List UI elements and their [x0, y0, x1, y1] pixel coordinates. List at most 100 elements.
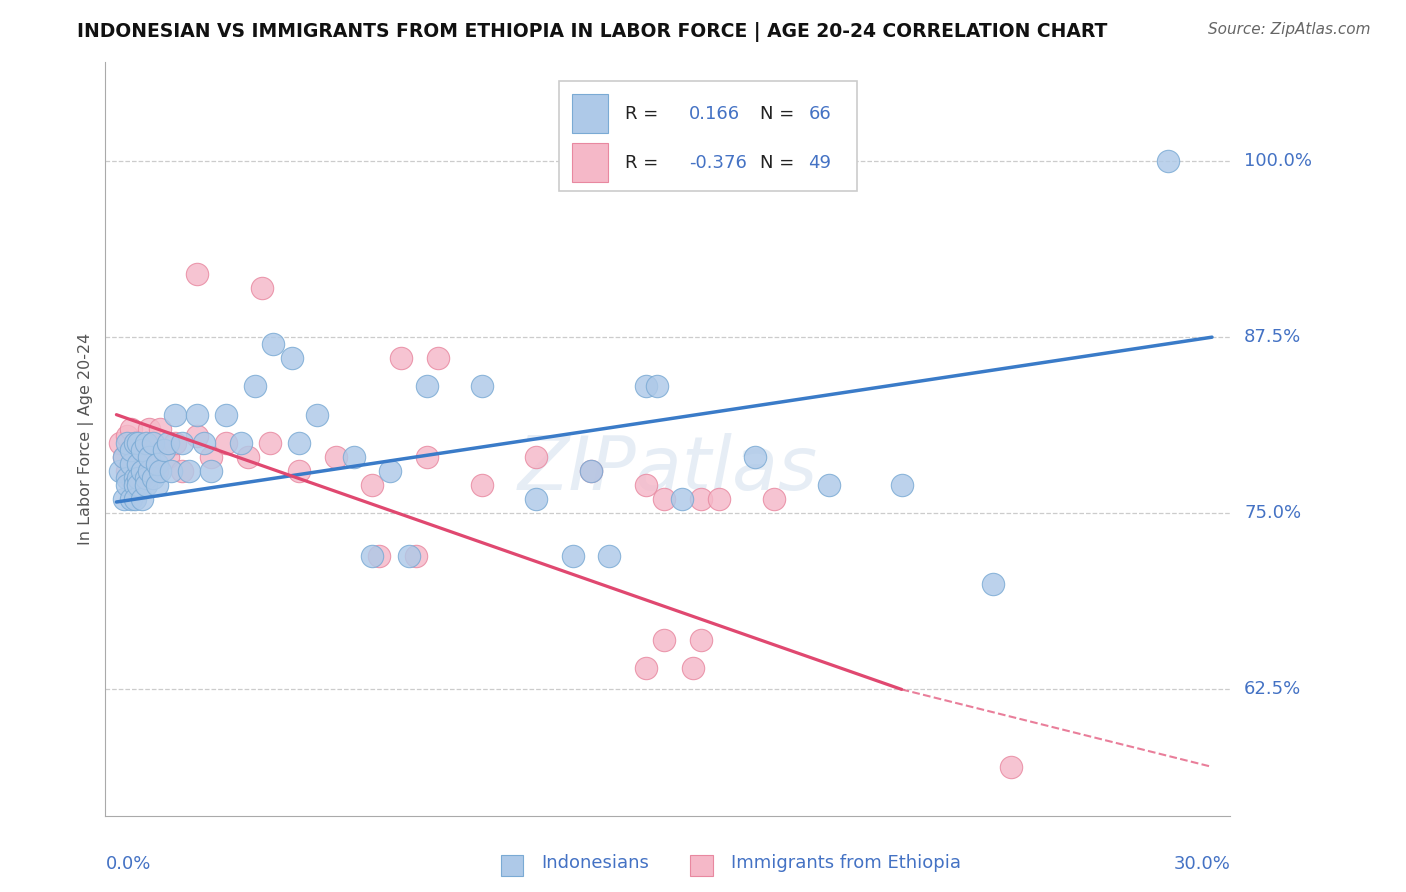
Point	[127, 471, 149, 485]
Point	[186, 408, 208, 422]
Point	[193, 435, 215, 450]
Point	[215, 435, 238, 450]
FancyBboxPatch shape	[690, 855, 713, 876]
Point	[120, 471, 142, 485]
Point	[138, 450, 160, 464]
Point	[307, 408, 329, 422]
Point	[236, 450, 259, 464]
Point	[361, 549, 384, 563]
Point	[215, 408, 238, 422]
Point	[131, 471, 153, 485]
Text: Immigrants from Ethiopia: Immigrants from Ethiopia	[731, 855, 962, 872]
Point	[120, 422, 142, 436]
Point	[288, 464, 311, 478]
Point	[124, 478, 146, 492]
Point	[652, 633, 675, 648]
Point	[591, 154, 613, 169]
Point	[380, 464, 402, 478]
Point	[153, 442, 176, 457]
Point	[124, 492, 146, 507]
Point	[368, 549, 391, 563]
Point	[280, 351, 302, 366]
Point	[186, 267, 208, 281]
Point	[471, 379, 494, 393]
Text: 100.0%: 100.0%	[1244, 152, 1312, 170]
Point	[259, 435, 281, 450]
Point	[471, 478, 494, 492]
Point	[120, 492, 142, 507]
Point	[112, 450, 135, 464]
Text: 66: 66	[808, 104, 831, 123]
Point	[707, 492, 730, 507]
Point	[389, 351, 412, 366]
Point	[186, 429, 208, 443]
Point	[1157, 154, 1180, 169]
Point	[524, 450, 547, 464]
Point	[127, 435, 149, 450]
Point	[172, 464, 194, 478]
Point	[579, 464, 602, 478]
Point	[1000, 760, 1022, 774]
Point	[135, 478, 157, 492]
Text: 49: 49	[808, 153, 831, 171]
Point	[145, 457, 167, 471]
Text: ZIPatlas: ZIPatlas	[517, 434, 818, 506]
Point	[124, 457, 146, 471]
Point	[112, 450, 135, 464]
Point	[124, 435, 146, 450]
Point	[142, 435, 165, 450]
Point	[124, 471, 146, 485]
Point	[561, 549, 583, 563]
Point	[652, 492, 675, 507]
Point	[398, 549, 420, 563]
Point	[325, 450, 347, 464]
Point	[127, 435, 149, 450]
Point	[138, 422, 160, 436]
Y-axis label: In Labor Force | Age 20-24: In Labor Force | Age 20-24	[79, 334, 94, 545]
Point	[634, 661, 657, 675]
Text: Indonesians: Indonesians	[541, 855, 650, 872]
Text: 0.166: 0.166	[689, 104, 741, 123]
Text: 87.5%: 87.5%	[1244, 328, 1302, 346]
Point	[361, 478, 384, 492]
Text: R =: R =	[626, 153, 658, 171]
Point	[243, 379, 266, 393]
Text: R =: R =	[626, 104, 658, 123]
Point	[138, 464, 160, 478]
Text: Source: ZipAtlas.com: Source: ZipAtlas.com	[1208, 22, 1371, 37]
Point	[117, 471, 139, 485]
Text: 0.0%: 0.0%	[105, 855, 150, 873]
FancyBboxPatch shape	[558, 81, 856, 191]
Point	[579, 464, 602, 478]
Point	[671, 492, 693, 507]
Point	[634, 478, 657, 492]
Point	[108, 435, 131, 450]
Point	[156, 450, 179, 464]
Point	[117, 435, 139, 450]
Point	[156, 435, 179, 450]
Point	[762, 492, 785, 507]
Point	[634, 379, 657, 393]
Point	[744, 450, 766, 464]
Point	[689, 633, 711, 648]
Point	[163, 435, 186, 450]
Point	[135, 471, 157, 485]
Point	[405, 549, 427, 563]
Point	[200, 464, 222, 478]
Point	[127, 478, 149, 492]
Point	[135, 435, 157, 450]
Text: N =: N =	[761, 153, 794, 171]
Point	[117, 478, 139, 492]
Point	[120, 442, 142, 457]
Point	[645, 379, 668, 393]
Point	[149, 464, 172, 478]
Point	[112, 492, 135, 507]
FancyBboxPatch shape	[572, 94, 609, 133]
Point	[127, 471, 149, 485]
Text: INDONESIAN VS IMMIGRANTS FROM ETHIOPIA IN LABOR FORCE | AGE 20-24 CORRELATION CH: INDONESIAN VS IMMIGRANTS FROM ETHIOPIA I…	[77, 22, 1108, 42]
Text: 62.5%: 62.5%	[1244, 681, 1302, 698]
Point	[127, 457, 149, 471]
Point	[131, 442, 153, 457]
Text: N =: N =	[761, 104, 794, 123]
Text: 30.0%: 30.0%	[1174, 855, 1230, 873]
